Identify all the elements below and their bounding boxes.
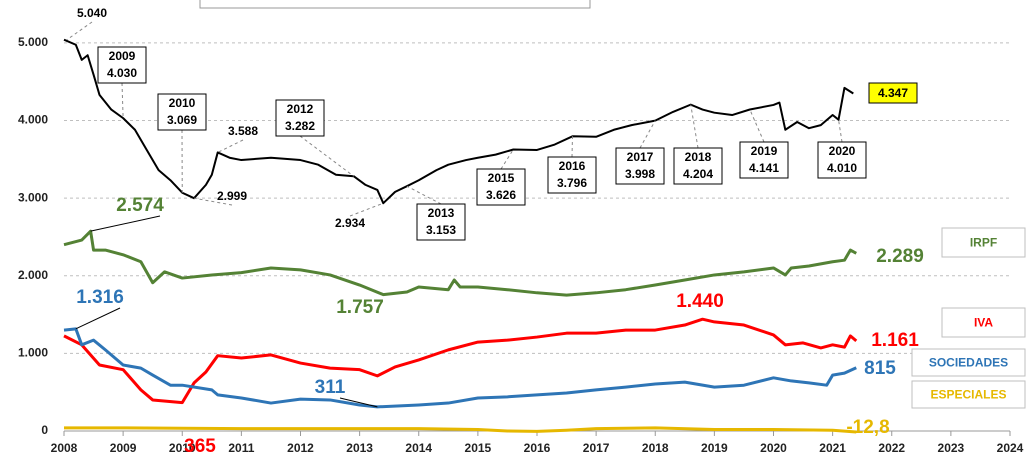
x-tick-label: 2008 <box>51 441 78 455</box>
x-tick-label: 2013 <box>346 441 373 455</box>
annotation-box <box>547 156 597 194</box>
annotation-box <box>615 147 665 185</box>
annotation-leader <box>349 202 384 217</box>
annotation-year: 2012 <box>287 102 314 116</box>
series-line <box>64 426 857 434</box>
annotation-value: 3.282 <box>285 119 315 133</box>
series-line <box>63 229 857 297</box>
annotation-leader <box>66 21 93 41</box>
x-tick-label: 2019 <box>701 441 728 455</box>
series-line <box>63 327 857 409</box>
legend-label: IVA <box>974 316 993 330</box>
x-tick-label: 2011 <box>228 441 254 455</box>
annotation-year: 2015 <box>488 171 515 185</box>
annotation-value: 2.934 <box>335 216 365 230</box>
annotation-value: 4.204 <box>683 167 713 181</box>
annotation-box <box>476 168 526 206</box>
annotation-value: 5.040 <box>77 6 107 20</box>
series-value-label: 2.289 <box>876 246 924 267</box>
annotation-box <box>275 99 325 137</box>
series-value-label: 1.161 <box>871 330 919 351</box>
annotation-year: 2010 <box>169 96 196 110</box>
legend-label: SOCIEDADES <box>929 356 1008 370</box>
x-tick-label: 2023 <box>938 441 965 455</box>
annotation-value: 3.626 <box>486 188 516 202</box>
legend-label: IRPF <box>970 236 997 250</box>
annotation-leader <box>339 397 378 408</box>
series-value-label: 365 <box>184 436 216 457</box>
annotation-year: 2016 <box>559 159 586 173</box>
annotation-box <box>673 147 723 185</box>
y-tick-label: 0 <box>41 423 48 437</box>
annotation-leader <box>90 215 161 232</box>
annotation-box <box>97 46 147 84</box>
series-value-label: 815 <box>864 358 896 379</box>
annotation-value: 2.999 <box>217 189 247 203</box>
x-tick-label: 2012 <box>287 441 314 455</box>
x-tick-label: 2017 <box>583 441 610 455</box>
annotation-value: 3.069 <box>167 113 197 127</box>
annotation-leader <box>690 104 699 149</box>
annotation-leader <box>406 185 442 205</box>
annotation-value: 4.010 <box>827 161 857 175</box>
series-value-label: 1.440 <box>676 291 724 312</box>
y-tick-label: 1.000 <box>18 346 48 360</box>
annotation-leader <box>749 109 765 143</box>
annotation-value: 3.796 <box>557 176 587 190</box>
annotation-year: 2020 <box>829 144 856 158</box>
annotation-year: 2017 <box>627 150 654 164</box>
annotation-box <box>157 93 207 131</box>
annotation-value: 4.347 <box>878 86 908 100</box>
annotation-year: 2019 <box>751 144 778 158</box>
legend-box <box>911 380 1026 409</box>
series-value-label: 1.316 <box>76 287 124 308</box>
y-tick-label: 5.000 <box>18 35 48 49</box>
annotation-leader <box>217 139 244 153</box>
annotation-year: 2013 <box>428 206 455 220</box>
legend-box <box>941 307 1026 338</box>
annotation-box <box>868 82 918 104</box>
annotation-box <box>416 203 466 241</box>
x-tick-label: 2024 <box>997 441 1024 455</box>
annotation-leader <box>121 82 124 119</box>
annotation-year: 2018 <box>685 150 712 164</box>
x-tick-label: 2016 <box>524 441 551 455</box>
x-tick-label: 2018 <box>642 441 669 455</box>
annotation-leader <box>639 120 656 149</box>
annotation-value: 3.588 <box>228 124 258 138</box>
annotation-value: 3.998 <box>625 167 655 181</box>
annotation-leader <box>299 135 355 177</box>
x-tick-label: 2014 <box>405 441 432 455</box>
legend-label: ESPECIALES <box>930 388 1006 402</box>
x-tick-label: 2015 <box>465 441 492 455</box>
annotation-box <box>739 141 789 179</box>
annotation-leader <box>75 307 121 330</box>
annotation-leader <box>193 197 233 206</box>
x-tick-label: 2010 <box>169 441 196 455</box>
annotation-leader <box>500 149 514 170</box>
title-box <box>199 0 591 9</box>
series-value-label: 1.757 <box>336 297 384 318</box>
x-tick-label: 2020 <box>760 441 787 455</box>
x-tick-label: 2021 <box>819 441 846 455</box>
y-tick-label: 3.000 <box>18 190 48 204</box>
series-line <box>63 38 854 205</box>
annotation-leader <box>838 119 843 143</box>
legend-box <box>941 227 1026 258</box>
x-tick-label: 2009 <box>110 441 137 455</box>
annotation-value: 4.030 <box>107 66 137 80</box>
annotation-value: 3.153 <box>426 223 456 237</box>
annotation-value: 4.141 <box>749 161 779 175</box>
series-value-label: -12,8 <box>846 417 889 438</box>
annotation-year: 2009 <box>109 49 136 63</box>
y-tick-label: 4.000 <box>18 113 48 127</box>
series-value-label: 2.574 <box>116 195 164 216</box>
legend-box <box>911 348 1026 377</box>
series-value-label: 311 <box>315 377 346 398</box>
y-tick-label: 2.000 <box>18 268 48 282</box>
annotation-box <box>817 141 867 179</box>
x-tick-label: 2022 <box>878 441 905 455</box>
series-line <box>63 317 858 405</box>
